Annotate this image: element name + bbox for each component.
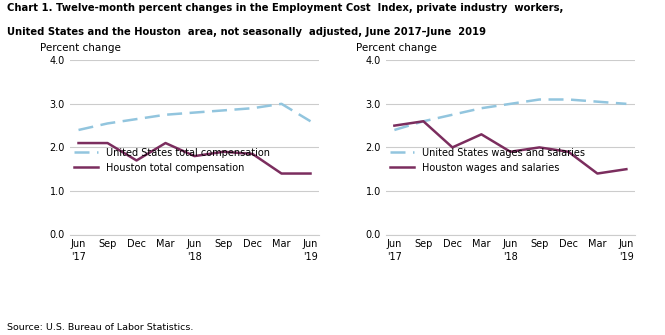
Legend: United States wages and salaries, Houston wages and salaries: United States wages and salaries, Housto…: [386, 144, 589, 177]
Text: '19: '19: [619, 252, 634, 262]
Legend: United States total compensation, Houston total compensation: United States total compensation, Housto…: [70, 144, 274, 177]
Text: '19: '19: [303, 252, 318, 262]
Text: '17: '17: [71, 252, 86, 262]
Text: Chart 1. Twelve-month percent changes in the Employment Cost  Index, private ind: Chart 1. Twelve-month percent changes in…: [7, 3, 563, 13]
Text: United States and the Houston  area, not seasonally  adjusted, June 2017–June  2: United States and the Houston area, not …: [7, 27, 485, 37]
Text: Percent change: Percent change: [356, 43, 437, 53]
Text: Percent change: Percent change: [40, 43, 121, 53]
Text: Source: U.S. Bureau of Labor Statistics.: Source: U.S. Bureau of Labor Statistics.: [7, 323, 193, 332]
Text: '17: '17: [387, 252, 402, 262]
Text: '18: '18: [503, 252, 518, 262]
Text: '18: '18: [187, 252, 202, 262]
